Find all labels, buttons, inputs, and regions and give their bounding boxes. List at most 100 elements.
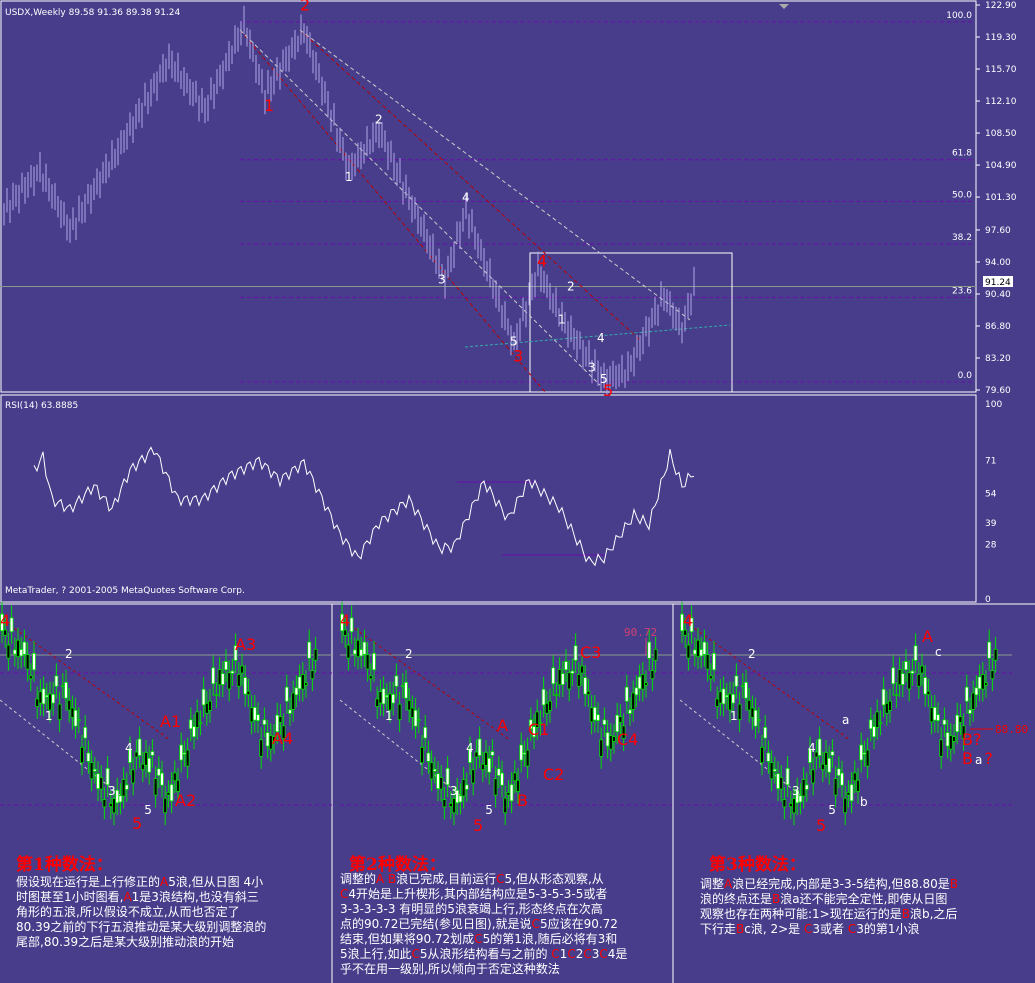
candle-body [881, 688, 886, 706]
candle-body [516, 779, 520, 792]
candle-body [19, 649, 24, 657]
candle-body [307, 641, 312, 659]
candle-body [281, 725, 286, 739]
candle-body [528, 719, 533, 730]
candle-body [394, 675, 399, 687]
candle-body [471, 769, 476, 784]
text-segment: 调整的 [340, 872, 377, 886]
candle-body [926, 690, 931, 696]
candle-body [362, 641, 367, 655]
candle-body [496, 768, 501, 776]
candle-body [958, 716, 963, 723]
wave-label: 5 [828, 803, 836, 817]
candle-body [731, 693, 736, 704]
candle-body [262, 719, 267, 725]
candle-body [256, 714, 260, 721]
fib-level-label: 23.6 [952, 287, 972, 297]
candle-body [692, 649, 697, 655]
candle-body [948, 735, 953, 750]
candle-body [628, 709, 632, 714]
candle-body [6, 644, 11, 659]
text-segment: 结束,但如果将90.72划成 [340, 932, 475, 946]
axis-tick-label: 122.90 [985, 1, 1017, 11]
annotation-90-72: 90.72 [624, 626, 657, 639]
wave-label: 5 [144, 803, 152, 817]
candle-body [156, 768, 161, 776]
candle-body [990, 670, 995, 680]
candle-body [605, 732, 610, 747]
wave-label: A [497, 716, 508, 735]
text-line: 调整的A B浪已完成,目前运行C5,但从形态观察,从 [340, 872, 627, 887]
candle-body [856, 779, 860, 792]
text-segment: 尾部,80.39之后是某大级别推动浪的开始 [16, 935, 235, 949]
text-segment: A [724, 877, 733, 891]
text-segment: C [567, 947, 576, 961]
candle-body [820, 763, 825, 771]
axis-tick-label: 97.60 [985, 226, 1011, 236]
wave-label: 2 [375, 112, 383, 126]
candle-body [715, 698, 720, 707]
candle-body [291, 692, 296, 710]
candle-body [589, 707, 594, 723]
channel-line [679, 617, 851, 741]
candle-body [573, 645, 578, 661]
shift-marker-icon[interactable] [779, 4, 789, 9]
candle-body [894, 693, 899, 696]
wave-label: 4 [597, 331, 605, 345]
candle-body [484, 752, 488, 766]
candle-body [198, 722, 203, 725]
text-line: 角形的五浪,所以假设不成立,从而也否定了 [16, 905, 266, 920]
candle-body [163, 797, 168, 814]
candle-body [80, 746, 84, 764]
candle-body [509, 784, 514, 802]
candle-body [70, 707, 75, 718]
candle-body [718, 691, 723, 704]
candle-body [16, 639, 20, 658]
channel-line [339, 617, 511, 741]
candle-body [785, 767, 790, 786]
candle-body [204, 702, 209, 714]
text-segment: B [901, 907, 910, 921]
wave-label: B? [962, 730, 981, 749]
candle-body [631, 692, 636, 710]
text-line: 下行走Bc浪, 2>是 C3或者 C3的第1小浪 [700, 922, 958, 937]
candle-body [904, 661, 908, 671]
wave-label: 2 [567, 279, 575, 293]
candle-body [28, 675, 33, 680]
candle-body [916, 674, 921, 687]
candle-body [265, 732, 270, 747]
text-segment: 5浪上行,如此 [340, 947, 412, 961]
candle-body [968, 709, 972, 714]
candle-body [48, 693, 52, 711]
price-axis: 122.90 119.30 115.70 112.10 108.50 104.90 101.… [976, 1, 1017, 396]
candle-body [102, 799, 107, 808]
panel-3-title: 第3种数法： [709, 855, 806, 875]
wave-label: B [517, 791, 528, 810]
candle-body [108, 803, 113, 808]
candle-body [480, 763, 485, 771]
candle-body [115, 789, 120, 804]
axis-tick-label: 112.10 [985, 97, 1017, 107]
text-line: 浪的终点还是B浪a还不能完全定性,即使从日图 [700, 892, 958, 907]
text-line: 80.39之前的下行五浪推动是某大级别调整浪的 [16, 920, 266, 935]
candle-body [477, 738, 482, 756]
current-price-label: 91.24 [985, 278, 1011, 288]
candle-body [766, 752, 771, 762]
wave-label: A3 [235, 635, 256, 654]
candle-body [172, 772, 177, 782]
candle-body [580, 665, 584, 674]
candle-body [224, 661, 228, 671]
text-segment: C [583, 947, 592, 961]
wave-label: 2 [300, 0, 310, 14]
text-segment: A B [376, 872, 397, 886]
candle-body [407, 699, 412, 711]
text-segment: 4开始是上升楔形,其内部结构应是5-3-5-3-5或者 [348, 887, 608, 901]
candle-body [73, 709, 78, 727]
text-segment: C [599, 947, 608, 961]
candle-body [153, 778, 158, 796]
candle-body [705, 654, 710, 670]
candle-body [236, 674, 241, 687]
candle-body [554, 693, 559, 696]
price-bars [3, 5, 695, 396]
candle-body [452, 798, 456, 814]
